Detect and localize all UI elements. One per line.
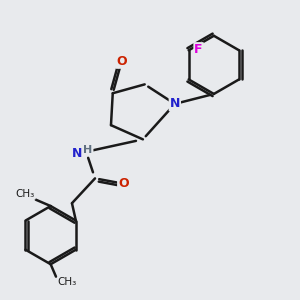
- Text: N: N: [169, 98, 180, 110]
- Text: CH₃: CH₃: [58, 278, 77, 287]
- Text: O: O: [116, 55, 127, 68]
- Text: CH₃: CH₃: [16, 189, 35, 199]
- Text: N: N: [72, 147, 83, 160]
- Text: O: O: [118, 177, 129, 190]
- Text: H: H: [83, 145, 92, 155]
- Text: F: F: [194, 43, 203, 56]
